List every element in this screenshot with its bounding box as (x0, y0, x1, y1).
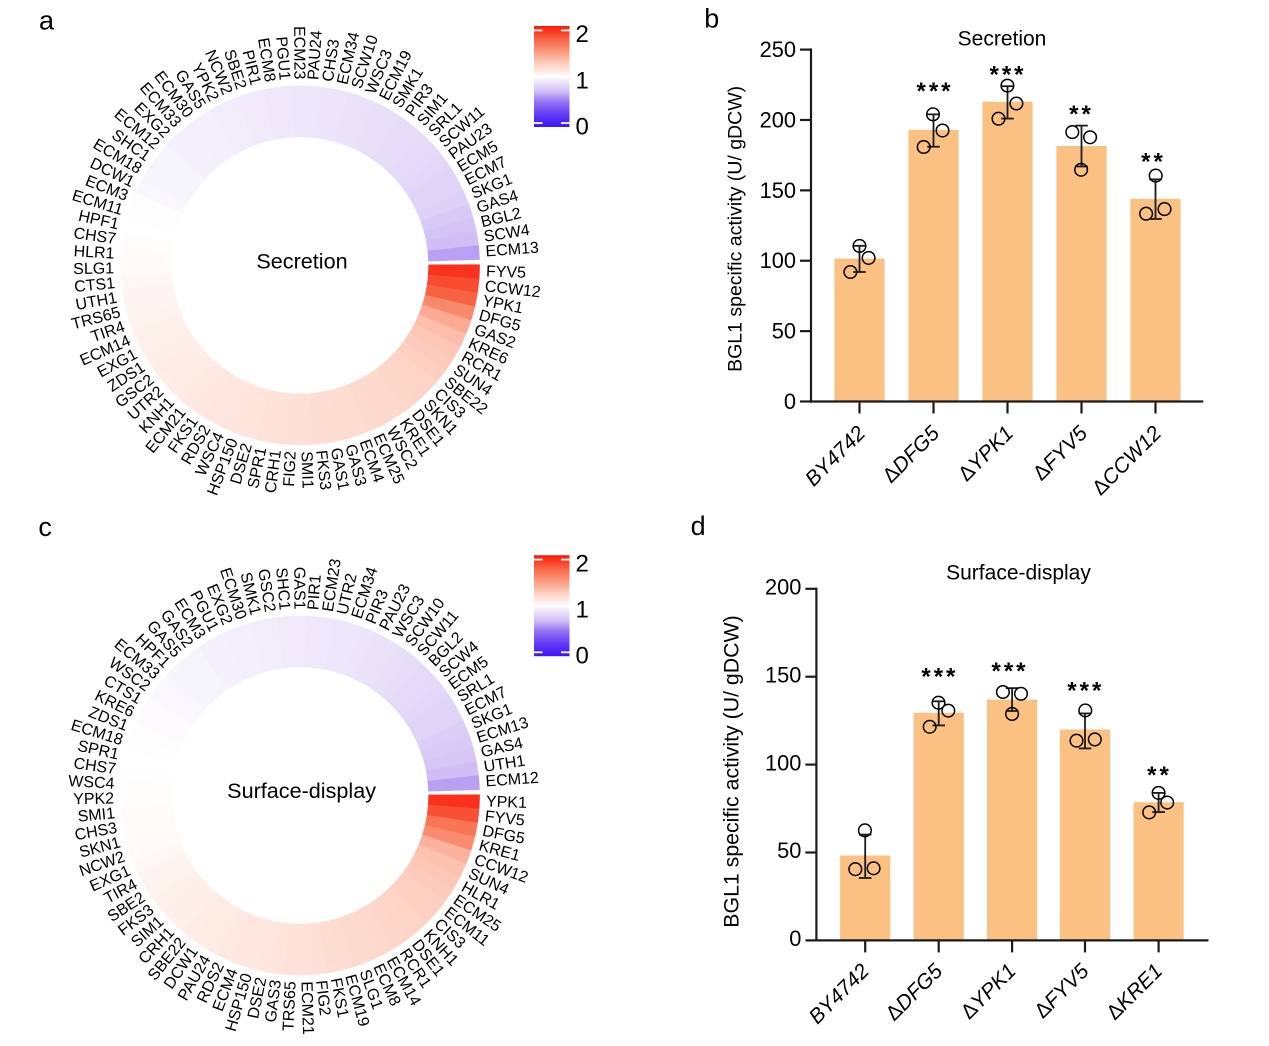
svg-text:**: ** (1141, 149, 1166, 176)
svg-text:WSC4: WSC4 (68, 773, 115, 793)
svg-text:100: 100 (760, 248, 796, 273)
svg-text:***: *** (991, 658, 1028, 685)
svg-text:Secretion: Secretion (958, 28, 1047, 51)
svg-text:ECM12: ECM12 (485, 770, 540, 791)
svg-text:150: 150 (760, 178, 796, 203)
svg-text:PIR1: PIR1 (305, 574, 325, 611)
svg-text:CTS1: CTS1 (73, 275, 115, 296)
svg-text:CHS7: CHS7 (72, 225, 117, 248)
svg-text:**: ** (1069, 101, 1094, 128)
svg-text:PAU24: PAU24 (305, 30, 326, 81)
svg-text:50: 50 (777, 838, 801, 863)
svg-text:FYV5: FYV5 (484, 808, 526, 829)
svg-text:***: *** (916, 78, 953, 105)
svg-text:FYV5: FYV5 (486, 263, 527, 281)
svg-text:c: c (38, 512, 52, 542)
svg-text:FIG2: FIG2 (312, 979, 333, 1016)
svg-text:CHS7: CHS7 (72, 755, 117, 778)
svg-text:ECM23: ECM23 (290, 26, 307, 80)
svg-text:Surface-display: Surface-display (946, 562, 1091, 585)
svg-text:BGL1 specific activity (U/ gDC: BGL1 specific activity (U/ gDCW) (720, 615, 744, 927)
svg-text:SLG1: SLG1 (73, 260, 114, 278)
svg-text:***: *** (1067, 678, 1104, 705)
svg-text:TRS65: TRS65 (280, 981, 299, 1032)
svg-text:GAS1: GAS1 (290, 567, 307, 610)
svg-text:PGU1: PGU1 (272, 36, 293, 81)
svg-text:1: 1 (576, 597, 589, 624)
svg-text:2: 2 (576, 21, 589, 48)
svg-text:GAS3: GAS3 (263, 979, 285, 1024)
svg-text:0: 0 (576, 114, 589, 141)
svg-text:**: ** (1147, 762, 1172, 789)
svg-text:b: b (704, 3, 719, 33)
svg-text:YPK1: YPK1 (486, 794, 528, 812)
svg-text:SMI1: SMI1 (297, 451, 315, 489)
svg-text:1: 1 (576, 68, 589, 95)
svg-text:ECM21: ECM21 (297, 981, 316, 1035)
svg-text:2: 2 (576, 550, 589, 577)
svg-text:***: *** (921, 664, 958, 691)
svg-text:***: *** (989, 62, 1026, 89)
svg-text:BGL1 specific activity (U/ gDC: BGL1 specific activity (U/ gDCW) (725, 86, 747, 372)
svg-text:100: 100 (765, 750, 801, 775)
svg-text:0: 0 (576, 643, 589, 670)
svg-text:CRH1: CRH1 (263, 449, 285, 494)
svg-text:Secretion: Secretion (256, 249, 347, 274)
svg-text:SCW4: SCW4 (483, 222, 531, 246)
svg-text:250: 250 (760, 37, 796, 62)
svg-text:CHS3: CHS3 (320, 38, 343, 83)
svg-text:0: 0 (784, 389, 796, 414)
svg-text:CCW12: CCW12 (484, 278, 542, 301)
svg-text:YPK2: YPK2 (73, 790, 114, 808)
svg-text:d: d (691, 511, 706, 541)
svg-text:200: 200 (760, 107, 796, 132)
svg-text:150: 150 (765, 662, 801, 687)
svg-text:HLR1: HLR1 (73, 243, 115, 262)
svg-text:UTH1: UTH1 (483, 753, 527, 776)
svg-text:Surface-display: Surface-display (227, 778, 376, 803)
svg-text:GSC2: GSC2 (254, 568, 278, 614)
svg-text:50: 50 (772, 319, 796, 344)
svg-text:a: a (39, 5, 55, 35)
svg-text:FKS3: FKS3 (312, 449, 333, 491)
svg-text:SHC1: SHC1 (272, 567, 293, 611)
svg-text:ECM13: ECM13 (485, 240, 540, 261)
svg-text:FIG2: FIG2 (281, 451, 300, 487)
svg-text:200: 200 (765, 575, 801, 600)
svg-text:SMI1: SMI1 (77, 805, 116, 826)
svg-text:0: 0 (789, 926, 801, 951)
